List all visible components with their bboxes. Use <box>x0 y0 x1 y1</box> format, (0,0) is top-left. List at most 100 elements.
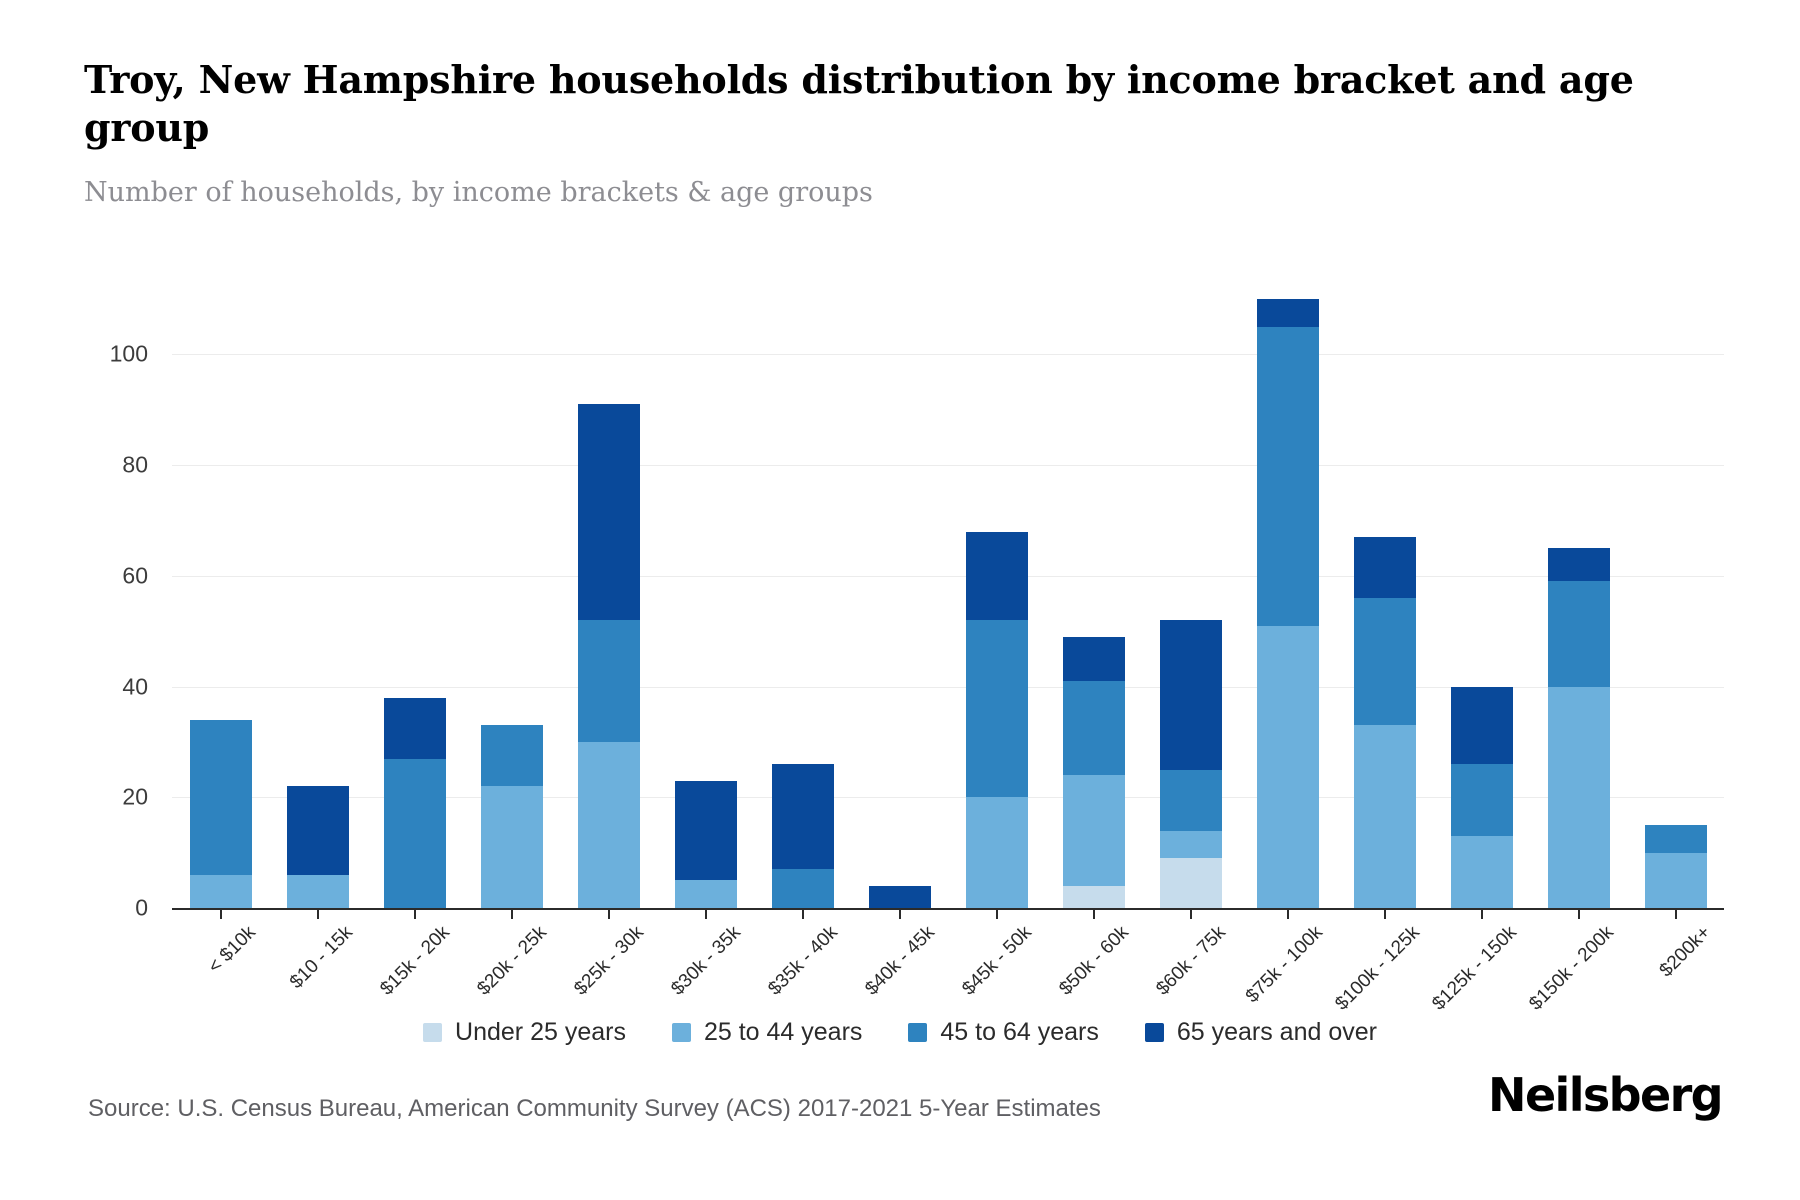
bar-segment[interactable] <box>1353 537 1416 599</box>
bar-stack[interactable] <box>868 885 931 908</box>
x-axis-tick <box>704 908 707 919</box>
chart-legend: Under 25 years 25 to 44 years 45 to 64 yea… <box>0 1018 1800 1047</box>
bar-column[interactable] <box>1045 288 1142 908</box>
legend-swatch-icon <box>908 1023 928 1042</box>
bar-stack[interactable] <box>771 764 834 908</box>
bar-stack[interactable] <box>480 725 543 908</box>
bar-segment[interactable] <box>1547 686 1610 908</box>
bar-column[interactable] <box>1142 288 1239 908</box>
bar-segment[interactable] <box>1159 858 1222 908</box>
bar-segment[interactable] <box>286 874 349 908</box>
bar-segment[interactable] <box>577 404 640 621</box>
bar-segment[interactable] <box>1159 830 1222 859</box>
bar-segment[interactable] <box>1450 764 1513 837</box>
bar-column[interactable] <box>754 288 851 908</box>
legend-item[interactable]: 45 to 64 years <box>908 1018 1099 1047</box>
y-axis-tick-label: 60 <box>122 562 148 589</box>
bar-segment[interactable] <box>1450 686 1513 765</box>
x-axis-tick-label: $150k - 200k <box>1524 922 1618 1015</box>
bar-stack[interactable] <box>1256 299 1319 908</box>
legend-label: 65 years and over <box>1176 1018 1377 1046</box>
bar-segment[interactable] <box>771 764 834 870</box>
x-axis-tick <box>316 908 319 919</box>
bar-column[interactable] <box>269 288 366 908</box>
bar-stack[interactable] <box>674 780 737 908</box>
bar-stack[interactable] <box>1062 636 1125 908</box>
gridline <box>172 575 1724 577</box>
bar-segment[interactable] <box>577 741 640 908</box>
bar-column[interactable] <box>172 288 269 908</box>
x-axis-tick-label: $50k - 60k <box>1054 922 1133 1000</box>
bar-stack[interactable] <box>577 404 640 908</box>
y-axis-tick-label: 80 <box>122 451 148 478</box>
bar-stack[interactable] <box>189 719 252 908</box>
brand-logo: Neilsberg <box>1488 1068 1724 1122</box>
bar-stack[interactable] <box>965 531 1028 908</box>
bar-segment[interactable] <box>189 874 252 908</box>
legend-item[interactable]: 25 to 44 years <box>671 1018 862 1047</box>
bar-column[interactable] <box>1433 288 1530 908</box>
bar-segment[interactable] <box>1256 326 1319 626</box>
bar-segment[interactable] <box>1353 598 1416 726</box>
bar-segment[interactable] <box>1062 885 1125 908</box>
bar-segment[interactable] <box>1547 581 1610 687</box>
bar-segment[interactable] <box>674 880 737 908</box>
legend-item[interactable]: 65 years and over <box>1144 1018 1377 1047</box>
bar-column[interactable] <box>1530 288 1627 908</box>
bar-segment[interactable] <box>383 697 446 759</box>
bar-segment[interactable] <box>771 869 834 908</box>
x-axis-tick-label: $10 - 15k <box>285 922 357 993</box>
legend-swatch-icon <box>671 1023 691 1042</box>
bar-segment[interactable] <box>480 725 543 787</box>
bar-stack[interactable] <box>1450 686 1513 908</box>
bar-segment[interactable] <box>480 786 543 908</box>
y-axis-tick-label: 100 <box>109 340 148 367</box>
bar-segment[interactable] <box>1644 824 1707 853</box>
legend-item[interactable]: Under 25 years <box>423 1018 626 1047</box>
x-axis-tick-label: $20k - 25k <box>472 922 551 1000</box>
bar-segment[interactable] <box>868 885 931 908</box>
bar-stack[interactable] <box>1644 824 1707 908</box>
bar-segment[interactable] <box>965 531 1028 621</box>
bar-segment[interactable] <box>965 797 1028 908</box>
y-axis-tick-label: 40 <box>122 673 148 700</box>
bar-stack[interactable] <box>1353 537 1416 908</box>
bar-column[interactable] <box>657 288 754 908</box>
x-axis-tick <box>1674 908 1677 919</box>
bar-column[interactable] <box>1239 288 1336 908</box>
bar-segment[interactable] <box>1644 852 1707 908</box>
gridlines <box>172 288 1724 910</box>
bar-segment[interactable] <box>965 620 1028 798</box>
bar-segment[interactable] <box>1062 681 1125 776</box>
x-axis-tick-label: $200k+ <box>1655 922 1715 982</box>
bar-stack[interactable] <box>383 697 446 908</box>
bar-column[interactable] <box>560 288 657 908</box>
bar-column[interactable] <box>1627 288 1724 908</box>
bar-stack[interactable] <box>1159 620 1222 908</box>
bar-segment[interactable] <box>1062 636 1125 682</box>
bar-segment[interactable] <box>1159 620 1222 770</box>
bar-segment[interactable] <box>1256 299 1319 327</box>
bar-segment[interactable] <box>383 758 446 908</box>
bar-column[interactable] <box>463 288 560 908</box>
bar-column[interactable] <box>366 288 463 908</box>
bar-column[interactable] <box>1336 288 1433 908</box>
x-axis-tick <box>510 908 513 919</box>
x-axis-tick-label: $125k - 150k <box>1427 922 1521 1015</box>
bar-segment[interactable] <box>577 620 640 742</box>
bar-stack[interactable] <box>1547 548 1610 908</box>
bar-segment[interactable] <box>1062 775 1125 886</box>
bar-segment[interactable] <box>1353 725 1416 908</box>
x-axis-tick <box>995 908 998 919</box>
bar-column[interactable] <box>948 288 1045 908</box>
bar-segment[interactable] <box>1450 836 1513 908</box>
bar-column[interactable] <box>851 288 948 908</box>
bar-stack[interactable] <box>286 786 349 908</box>
bar-segment[interactable] <box>1256 625 1319 908</box>
bar-segment[interactable] <box>1159 769 1222 831</box>
bar-segment[interactable] <box>189 719 252 875</box>
bar-segment[interactable] <box>674 780 737 881</box>
bar-segment[interactable] <box>286 786 349 875</box>
bar-segment[interactable] <box>1547 548 1610 582</box>
x-axis-tick-label: $40k - 45k <box>860 922 939 1000</box>
